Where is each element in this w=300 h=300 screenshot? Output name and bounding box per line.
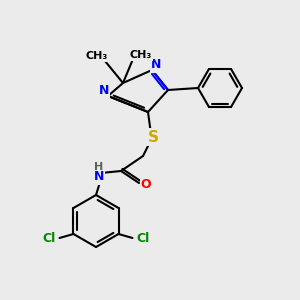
Text: N: N	[151, 58, 161, 71]
Text: N: N	[94, 170, 104, 184]
Text: N: N	[99, 85, 109, 98]
Text: S: S	[148, 130, 158, 145]
Text: H: H	[94, 162, 103, 172]
Text: CH₃: CH₃	[130, 50, 152, 60]
Text: O: O	[141, 178, 151, 191]
Text: CH₃: CH₃	[86, 51, 108, 61]
Text: Cl: Cl	[136, 232, 149, 244]
Text: Cl: Cl	[43, 232, 56, 244]
